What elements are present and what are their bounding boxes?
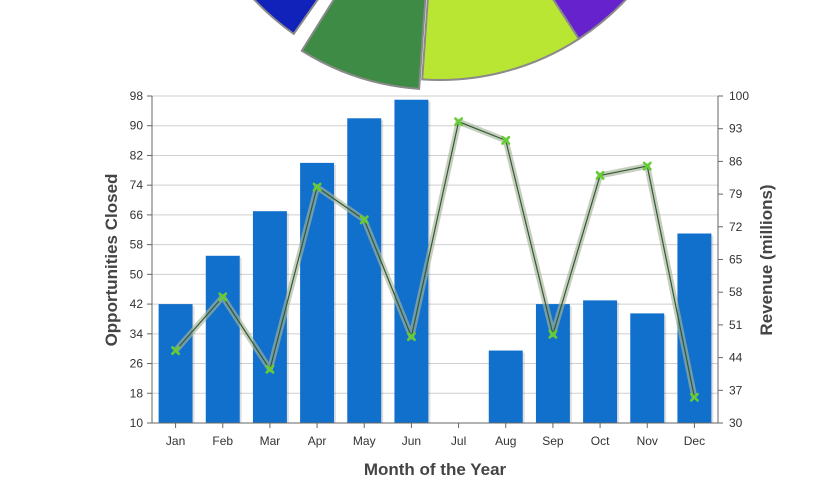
line-point-jul [454,117,464,127]
y-tick-label: 98 [130,89,144,103]
pie-slice-4 [552,0,627,41]
y-tick-label: 82 [130,148,144,162]
y-tick-label: 18 [130,386,144,400]
y-tick-label: 66 [130,208,144,222]
x-tick-label: Mar [260,434,281,448]
line-point-jun [406,332,416,342]
bar-may [347,118,382,423]
bar-nov [630,313,665,423]
y-tick-label: 26 [130,357,144,371]
bar-oct [583,300,618,423]
y2-axis-title: Revenue (millions) [757,184,776,335]
line-series-revenue [175,121,696,398]
y2-tick-label: 86 [729,154,743,168]
x-tick-label: Sep [542,434,564,448]
y2-tick-label: 100 [729,89,749,103]
y-tick-label: 90 [130,119,144,133]
x-tick-label: Aug [495,434,516,448]
line-point-oct [595,170,605,180]
axes: 98 90 82 74 66 58 50 42 34 26 18 10 100 93 86 79 72 65 58 5… [130,89,750,448]
pie-slice-1 [253,0,319,36]
bar-jan [158,304,193,423]
line-point-sep [548,329,558,339]
y2-tick-label: 65 [729,253,743,267]
y-tick-label: 50 [130,267,144,281]
y-tick-label: 10 [130,416,144,430]
x-tick-label: May [353,434,376,448]
bar-feb [205,255,240,423]
line-series [171,117,699,402]
line-point-nov [642,161,652,171]
line-point-jan [171,346,181,356]
x-tick-label: Jun [402,434,421,448]
bar-series [158,99,714,424]
y2-tick-label: 58 [729,285,743,299]
bar-jun [394,99,429,423]
pie-slice-3 [421,0,581,81]
y2-tick-label: 44 [729,351,743,365]
pie-chart-partial [253,0,627,90]
y-axis-title: Opportunities Closed [102,174,121,347]
x-tick-label: Nov [637,434,658,448]
line-point-aug [501,135,511,145]
x-axis-title: Month of the Year [364,460,507,479]
x-tick-label: Apr [308,434,327,448]
y2-tick-label: 30 [729,416,743,430]
y-tick-label: 58 [130,238,144,252]
line-point-apr [312,182,322,192]
x-tick-label: Jan [166,434,185,448]
axis-labels: Month of the Year Opportunities Closed R… [102,174,776,479]
y2-tick-label: 79 [729,187,743,201]
y-tick-label: 42 [130,297,144,311]
y2-tick-label: 72 [729,220,743,234]
x-tick-label: Oct [591,434,610,448]
x-tick-label: Jul [451,434,466,448]
line-point-dec [689,392,699,402]
line-point-feb [218,292,228,302]
y2-tick-label: 51 [729,318,743,332]
bar-aug [488,350,523,423]
pie-slice-2 [300,0,427,90]
line-point-mar [265,364,275,374]
y-tick-label: 74 [130,178,144,192]
line-point-may [359,215,369,225]
x-tick-label: Feb [212,434,233,448]
bar-apr [300,162,335,424]
y2-tick-label: 93 [729,122,743,136]
y2-tick-label: 37 [729,383,743,397]
y-tick-label: 34 [130,327,144,341]
x-tick-label: Dec [684,434,705,448]
